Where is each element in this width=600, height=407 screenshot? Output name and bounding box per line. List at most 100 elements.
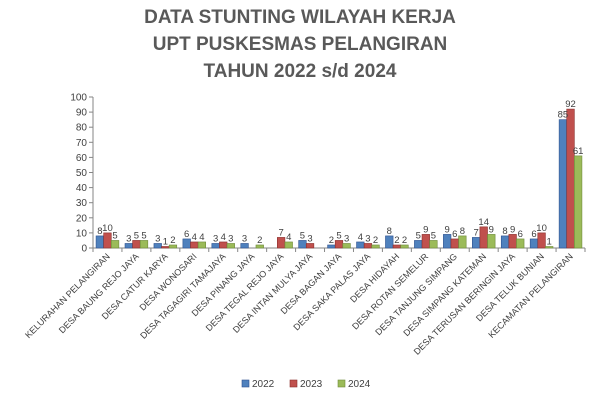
y-tick-label: 100 — [70, 93, 87, 104]
x-axis — [92, 247, 586, 252]
y-tick-label: 80 — [76, 123, 88, 134]
chart-title-line-1: DATA STUNTING WILAYAH KERJA — [144, 7, 456, 28]
legend-label-2023: 2023 — [300, 379, 323, 390]
bar-2022 — [240, 243, 249, 249]
bar-2022 — [385, 235, 394, 249]
bar-2024 — [255, 244, 264, 249]
bar-2024 — [342, 243, 351, 249]
bar-2024 — [487, 234, 496, 249]
data-label-2023: 1 — [163, 236, 168, 247]
data-label-2023: 10 — [536, 223, 547, 234]
data-label-2022: 5 — [416, 230, 421, 241]
data-label-2024: 61 — [573, 146, 584, 157]
bar-2022 — [414, 240, 423, 249]
data-label-2022: 8 — [387, 226, 392, 237]
bar-2023 — [334, 240, 344, 249]
bar-2022 — [529, 238, 539, 249]
legend-swatch-2024 — [337, 379, 346, 388]
data-label-2023: 2 — [394, 235, 399, 246]
data-label-2023: 5 — [134, 230, 139, 241]
data-label-2024: 6 — [518, 229, 523, 240]
data-label-2022: 6 — [531, 229, 536, 240]
legend: 2022 2023 2024 — [241, 379, 371, 390]
data-label-2024: 5 — [112, 230, 117, 241]
data-label-2023: 3 — [365, 233, 370, 244]
data-label-2024: 2 — [402, 235, 407, 246]
bar-2023 — [421, 234, 430, 249]
data-label-2022: 4 — [358, 232, 363, 243]
bar-2023 — [566, 108, 575, 249]
bar-2022 — [153, 243, 162, 249]
legend-label-2024: 2024 — [348, 379, 371, 390]
data-label-2023: 6 — [452, 229, 457, 240]
y-tick-label: 50 — [76, 168, 88, 179]
data-label-2024: 9 — [489, 224, 494, 235]
bar-2023 — [103, 232, 112, 249]
data-label-2023: 9 — [423, 224, 428, 235]
bar-2023 — [537, 232, 546, 249]
bar-2022 — [472, 237, 481, 249]
chart-title: DATA STUNTING WILAYAH KERJA UPT PUSKESMA… — [0, 4, 600, 85]
data-label-2023: 10 — [102, 223, 113, 234]
y-tick-label: 10 — [76, 228, 88, 239]
y-tick-label: 20 — [76, 213, 88, 224]
bar-2022 — [182, 238, 191, 249]
data-label-2024: 3 — [228, 233, 233, 244]
data-label-2023: 9 — [510, 224, 515, 235]
bar-2022 — [443, 234, 452, 249]
data-label-2024: 1 — [547, 236, 552, 247]
bar-2024 — [429, 240, 438, 249]
bars — [95, 108, 583, 249]
data-label-2024: 8 — [460, 226, 465, 237]
data-label-2024: 4 — [286, 232, 291, 243]
bar-2023 — [479, 226, 488, 249]
data-label-2022: 3 — [242, 233, 247, 244]
bar-2024 — [371, 244, 380, 249]
data-label-2022: 7 — [473, 227, 478, 238]
data-label-2022: 85 — [558, 110, 569, 121]
bar-2024 — [545, 246, 554, 249]
bar-2022 — [95, 235, 104, 249]
data-label-2022: 6 — [184, 229, 189, 240]
y-tick-label: 40 — [76, 183, 88, 194]
data-label-2022: 8 — [502, 226, 507, 237]
bar-2023 — [508, 234, 517, 249]
data-label-2022: 8 — [97, 226, 102, 237]
bar-2024 — [110, 240, 120, 249]
data-label-2023: 14 — [478, 217, 489, 228]
bar-2024 — [574, 155, 583, 249]
data-label-2023: 4 — [221, 232, 226, 243]
data-label-2022: 5 — [300, 230, 305, 241]
data-label-2024: 5 — [141, 230, 146, 241]
data-label-2022: 3 — [126, 233, 131, 244]
bar-2024 — [197, 241, 206, 249]
bar-2024 — [400, 244, 409, 249]
bar-2023 — [277, 237, 286, 249]
bar-2024 — [168, 244, 178, 249]
bar-2024 — [516, 238, 525, 249]
bar-2024 — [139, 240, 149, 249]
data-label-2024: 2 — [170, 235, 175, 246]
bar-2024 — [226, 243, 235, 249]
bar-2022 — [558, 119, 568, 249]
legend-swatch-2022 — [241, 379, 250, 388]
bar-2023 — [450, 238, 459, 249]
y-tick-label: 0 — [81, 244, 87, 255]
data-label-2022: 2 — [329, 235, 334, 246]
data-label-2024: 4 — [199, 232, 204, 243]
bar-2023 — [132, 240, 141, 249]
data-label-2023: 3 — [307, 233, 312, 244]
bar-2023 — [305, 243, 315, 249]
bar-2022 — [500, 235, 510, 249]
bar-2024 — [458, 235, 467, 249]
data-label-2024: 5 — [431, 230, 436, 241]
chart-title-line-3: TAHUN 2022 s/d 2024 — [203, 61, 397, 82]
data-label-2023: 4 — [192, 232, 197, 243]
legend-swatch-2023 — [289, 379, 298, 388]
y-tick-label: 90 — [76, 108, 88, 119]
data-label-2022: 3 — [155, 233, 160, 244]
y-tick-label: 70 — [76, 138, 88, 149]
data-label-2023: 7 — [278, 227, 283, 238]
